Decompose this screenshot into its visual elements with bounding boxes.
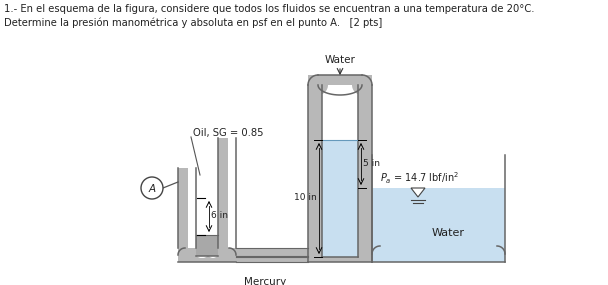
Bar: [196, 170, 218, 235]
Bar: [372, 188, 505, 262]
Circle shape: [352, 75, 372, 95]
Bar: [308, 257, 372, 262]
Bar: [218, 138, 228, 248]
Text: $P_a$ = 14.7 lbf/in$^2$: $P_a$ = 14.7 lbf/in$^2$: [380, 170, 459, 186]
Bar: [196, 235, 218, 256]
Text: Determine la presión manométrica y absoluta en psf en el punto A.   [2 pts]: Determine la presión manométrica y absol…: [4, 17, 382, 27]
Circle shape: [178, 248, 192, 262]
Bar: [358, 85, 372, 262]
Bar: [236, 248, 308, 262]
Bar: [178, 255, 236, 262]
Bar: [308, 85, 322, 262]
Circle shape: [222, 248, 236, 262]
Polygon shape: [411, 188, 425, 197]
Circle shape: [198, 248, 208, 258]
Circle shape: [141, 177, 163, 199]
Text: 10 in: 10 in: [294, 194, 317, 203]
Text: 1.- En el esquema de la figura, considere que todos los fluidos se encuentran a : 1.- En el esquema de la figura, consider…: [4, 4, 534, 14]
Text: A: A: [148, 184, 156, 194]
Text: Water: Water: [325, 55, 356, 65]
Text: 5 in: 5 in: [363, 160, 380, 168]
Bar: [178, 248, 236, 262]
Bar: [318, 75, 362, 85]
Bar: [196, 138, 218, 248]
Text: Water: Water: [432, 228, 465, 238]
Text: 6 in: 6 in: [211, 211, 228, 221]
Bar: [308, 75, 372, 85]
Text: Oil, SG = 0.85: Oil, SG = 0.85: [193, 128, 263, 138]
Circle shape: [308, 75, 328, 95]
FancyBboxPatch shape: [372, 188, 505, 262]
Bar: [196, 138, 218, 168]
Bar: [196, 248, 218, 256]
Bar: [178, 168, 188, 248]
Circle shape: [208, 248, 218, 258]
Circle shape: [196, 248, 206, 258]
Bar: [236, 256, 308, 257]
Text: Mercury: Mercury: [244, 277, 286, 285]
Bar: [322, 140, 358, 257]
